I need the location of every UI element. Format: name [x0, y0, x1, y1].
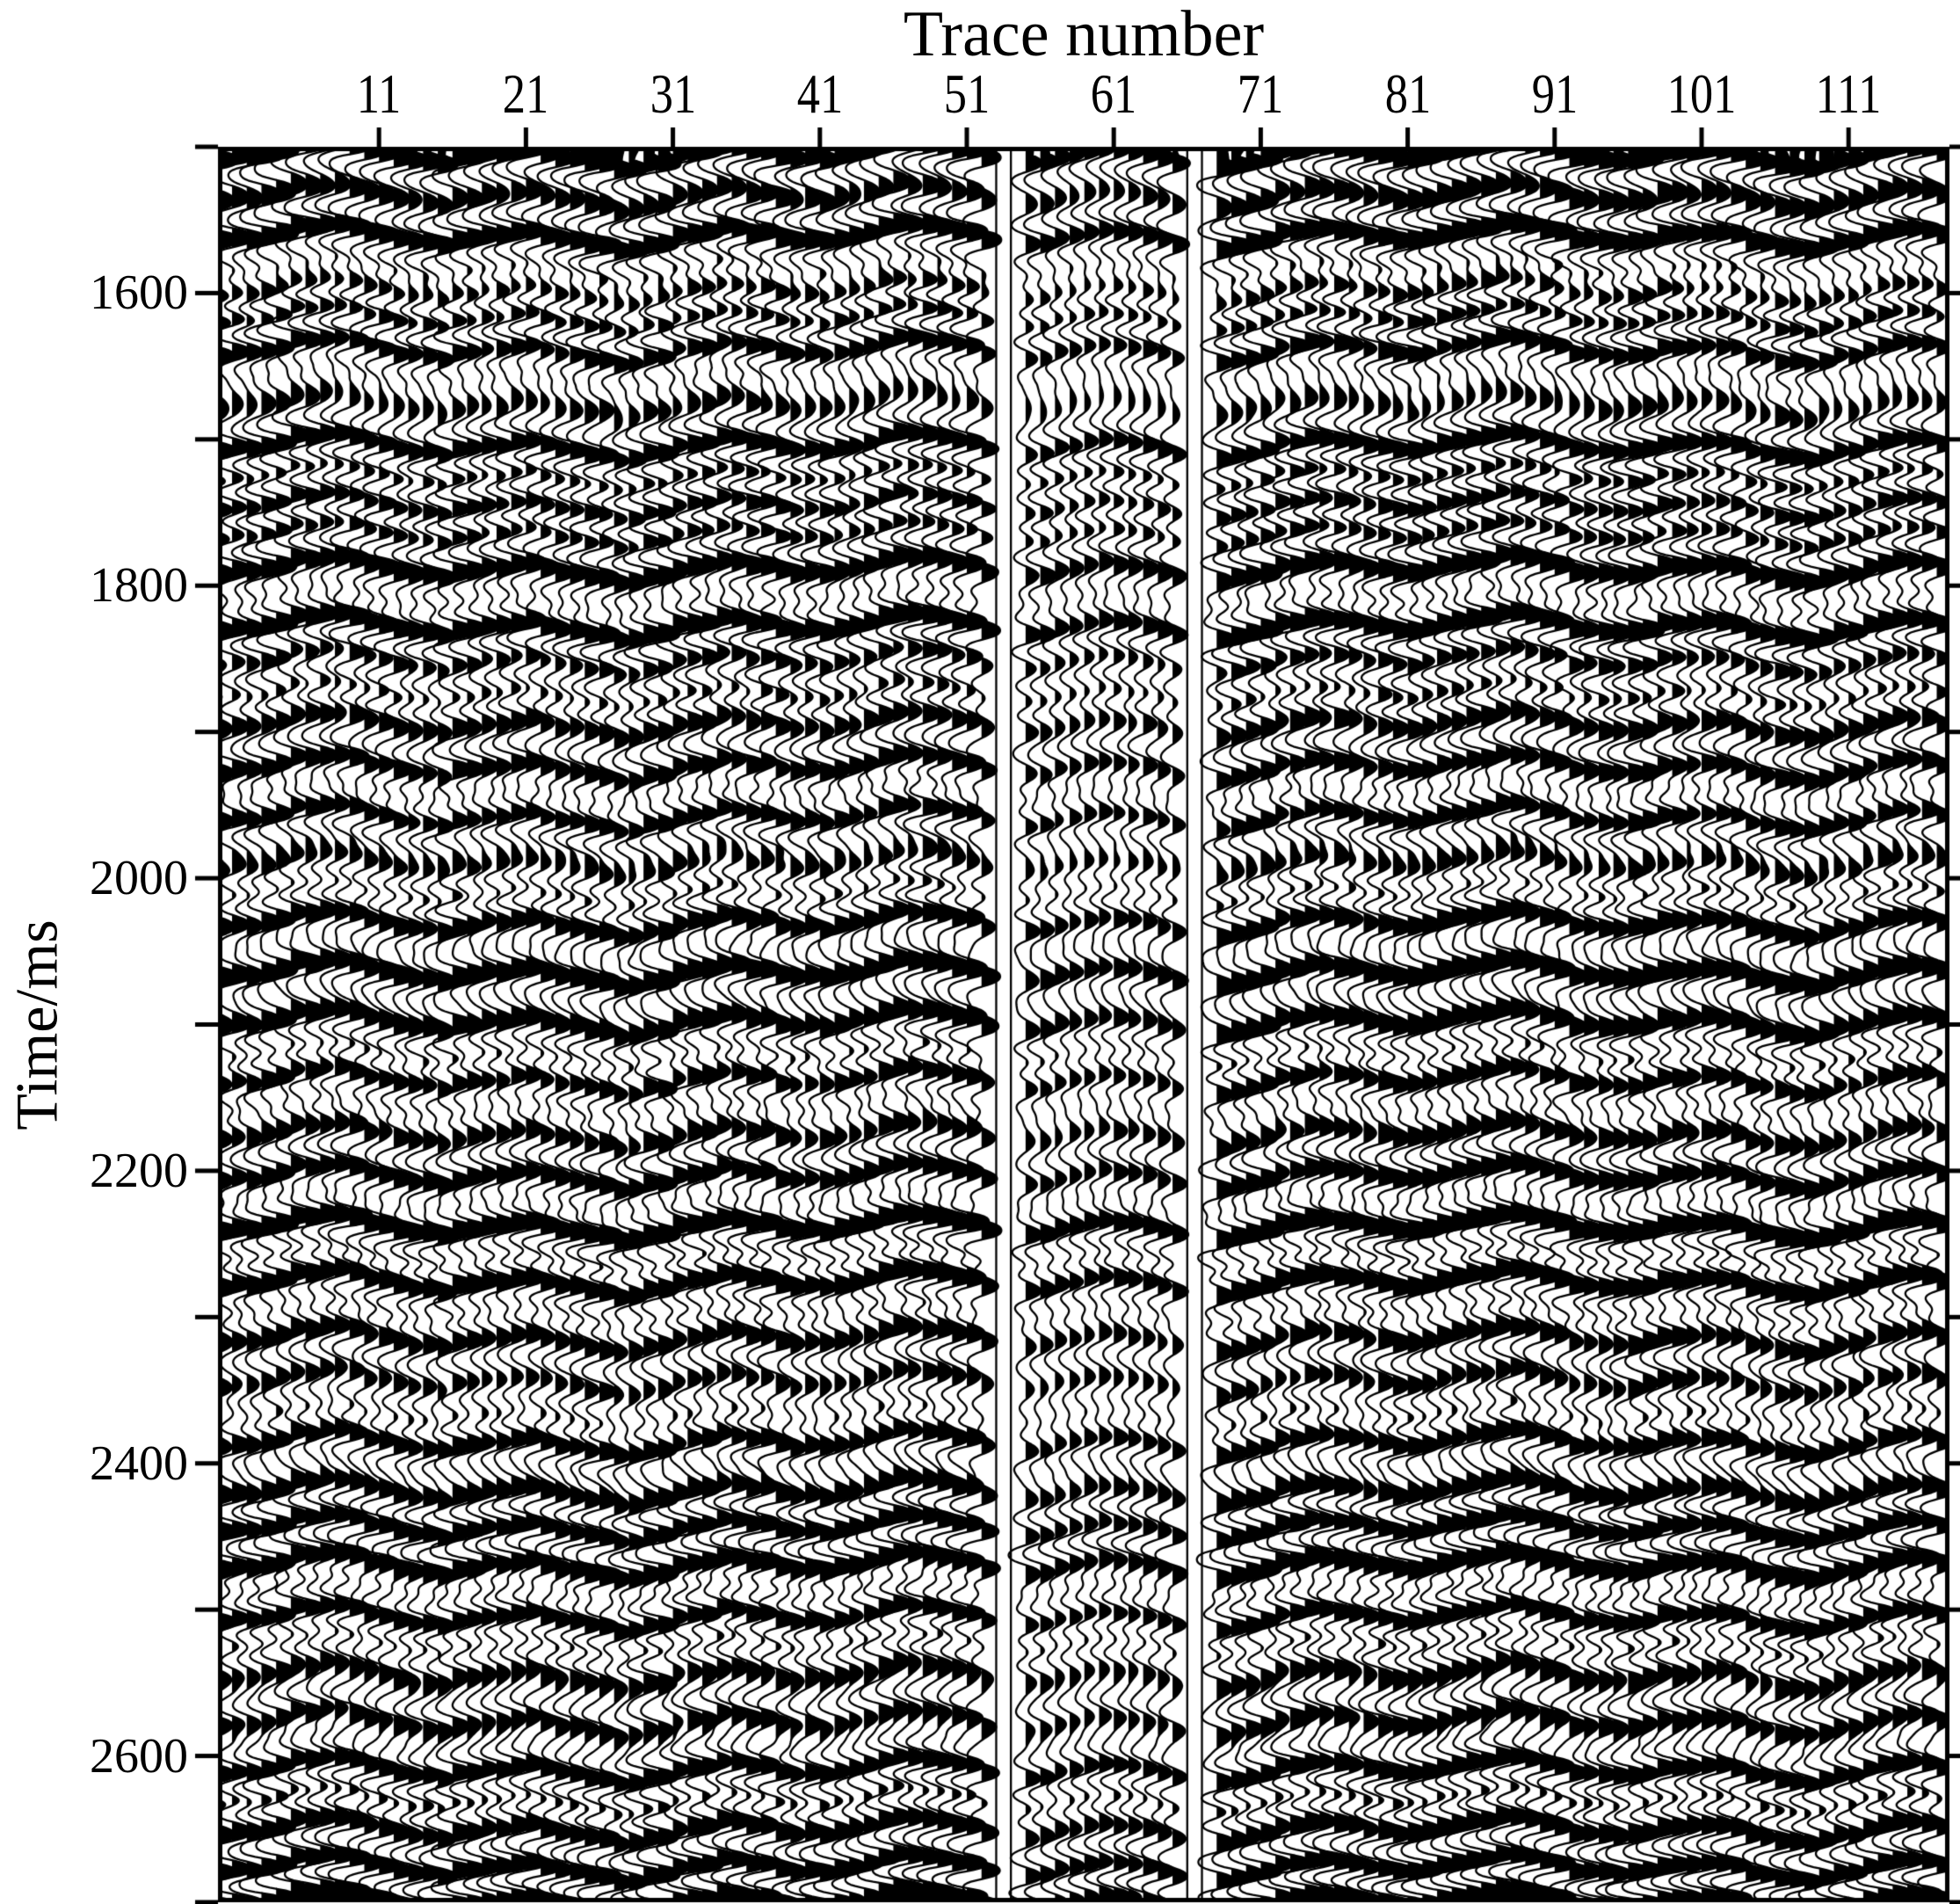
- x-tick-label: 41: [796, 62, 844, 125]
- x-tick-label: 51: [943, 62, 991, 125]
- y-tick-label: 2000: [90, 851, 188, 906]
- x-tick-label: 31: [650, 62, 696, 125]
- x-tick-label: 101: [1666, 62, 1737, 125]
- y-tick-label: 2400: [90, 1435, 188, 1491]
- y-tick-label: 2200: [90, 1143, 188, 1198]
- x-axis-title: Trace number: [903, 0, 1265, 70]
- x-tick-label: 61: [1090, 62, 1137, 125]
- y-tick-label: 1800: [90, 558, 188, 614]
- x-tick-label: 21: [503, 62, 549, 125]
- x-tick-label: 71: [1238, 62, 1284, 125]
- x-tick-label: 111: [1815, 62, 1882, 125]
- x-tick-label: 81: [1384, 62, 1431, 125]
- x-tick-label: 11: [356, 62, 402, 125]
- y-axis-title: Time/ms: [3, 919, 70, 1130]
- y-tick-label: 2600: [90, 1728, 188, 1784]
- y-tick-label: 1600: [90, 265, 188, 321]
- x-tick-label: 91: [1531, 62, 1579, 125]
